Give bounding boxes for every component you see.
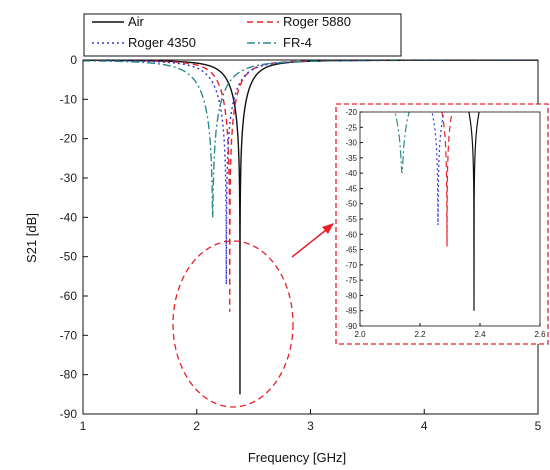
highlight-ellipse	[172, 240, 294, 408]
legend-box	[83, 13, 402, 57]
inset-y-tick-label: -55	[345, 215, 357, 224]
inset-y-tick-label: -30	[345, 139, 357, 148]
inset-x-tick-label: 2.4	[474, 330, 486, 339]
inset-x-tick-label: 2.2	[414, 330, 426, 339]
inset-y-tick-label: -40	[345, 169, 357, 178]
y-tick-label: -20	[60, 132, 78, 146]
x-axis-title: Frequency [GHz]	[248, 450, 346, 465]
inset-x-tick-label: 2.0	[354, 330, 366, 339]
inset-y-tick-label: -20	[345, 108, 357, 117]
x-tick-label: 3	[307, 419, 314, 433]
inset-series-line-roger-4350	[431, 112, 445, 226]
y-tick-label: -30	[60, 171, 78, 185]
legend-label: FR-4	[283, 35, 312, 50]
inset-box	[335, 103, 549, 345]
legend-label: Roger 4350	[128, 35, 196, 50]
inset-y-tick-label: -25	[345, 123, 357, 132]
y-tick-label: -70	[60, 328, 78, 342]
y-tick-label: -80	[60, 368, 78, 382]
x-tick-label: 4	[421, 419, 428, 433]
inset-y-tick-label: -60	[345, 230, 357, 239]
legend-label: Air	[128, 14, 145, 29]
inset-y-tick-label: -85	[345, 307, 357, 316]
x-tick-label: 1	[80, 419, 87, 433]
inset-curves	[394, 112, 480, 311]
x-tick-label: 5	[535, 419, 542, 433]
y-tick-label: 0	[70, 53, 77, 67]
y-tick-label: -60	[60, 289, 78, 303]
y-tick-label: -90	[60, 407, 78, 421]
inset-y-tick-label: -35	[345, 154, 357, 163]
inset-y-tick-label: -80	[345, 291, 357, 300]
y-axis-title: S21 [dB]	[24, 213, 39, 263]
inset-x-tick-label: 2.6	[534, 330, 546, 339]
y-tick-label: -40	[60, 210, 78, 224]
inset-y-tick-label: -90	[345, 322, 357, 331]
inset-y-tick-label: -70	[345, 261, 357, 270]
inset-y-tick-label: -45	[345, 184, 357, 193]
annotation-arrowhead	[322, 223, 334, 234]
inset-y-tick-label: -65	[345, 246, 357, 255]
inset-series-line-roger-5880	[441, 112, 453, 247]
inset-y-tick-label: -75	[345, 276, 357, 285]
y-tick-label: -10	[60, 92, 78, 106]
annotation-arrow	[291, 229, 327, 258]
legend-label: Roger 5880	[283, 14, 351, 29]
x-tick-label: 2	[193, 419, 200, 433]
y-tick-label: -50	[60, 250, 78, 264]
inset-y-tick-label: -50	[345, 200, 357, 209]
